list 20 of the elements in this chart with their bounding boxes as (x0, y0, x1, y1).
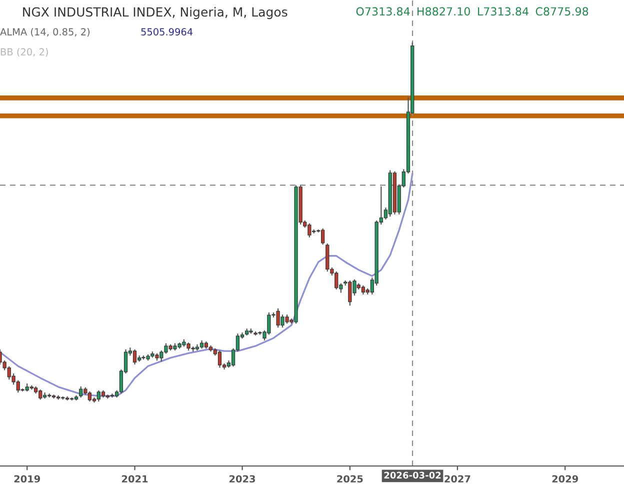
x-tick-label: 2029 (552, 475, 578, 483)
candlestick (218, 350, 222, 368)
text: 5505.9964 (141, 28, 193, 36)
ref-line-label: 2026-03-02 (384, 472, 441, 479)
candlestick (132, 349, 137, 364)
text: H8827.10 (418, 7, 470, 16)
text: O7313.84 (356, 7, 410, 16)
candlestick (42, 392, 47, 399)
candlestick (195, 344, 200, 350)
x-tick-label: 2027 (444, 475, 470, 483)
annotation: BB (20, 2) (0, 48, 48, 57)
candlestick (79, 386, 83, 398)
text: C8775.98 (536, 7, 588, 16)
x-tick-label: 2019 (14, 475, 40, 483)
x-tick-label: 2023 (230, 475, 256, 483)
chart-title: NGX INDUSTRIAL INDEX, Nigeria, M, Lagos (23, 6, 288, 20)
x-tick-label: 2021 (122, 475, 148, 483)
x-tick-label: 2025 (337, 475, 363, 483)
text: ALMA (14, 0.85, 2) (0, 28, 90, 37)
text: L7313.84 (478, 7, 528, 16)
